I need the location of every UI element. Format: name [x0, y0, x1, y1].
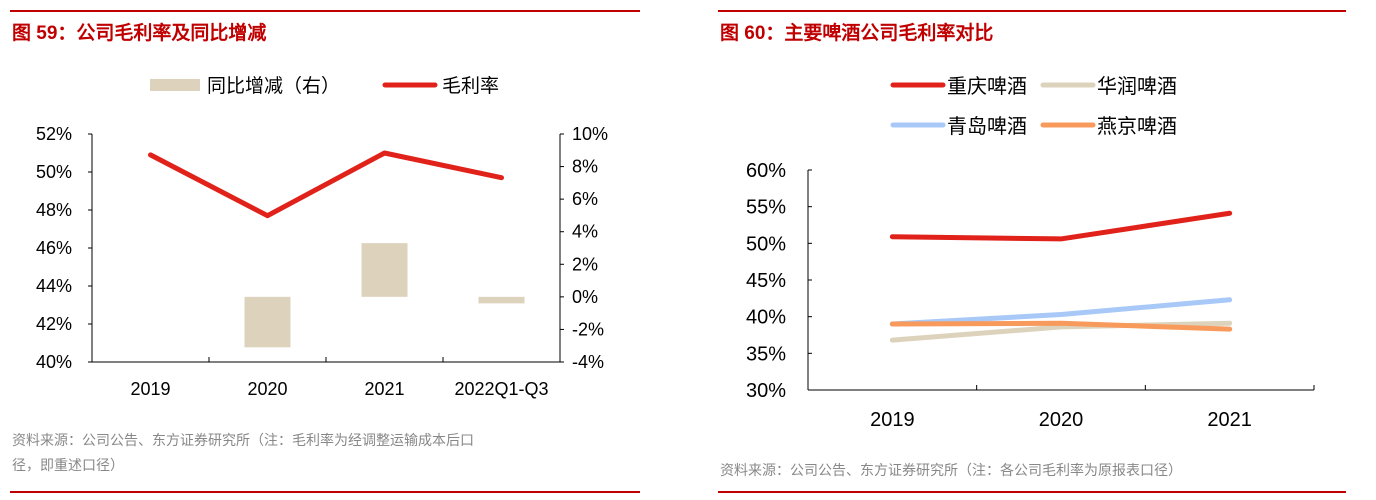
y-left-tick-label: 46% — [36, 238, 72, 258]
x-tick-label: 2020 — [247, 379, 287, 399]
y-left-tick-label: 40% — [36, 352, 72, 372]
legend-bar-label: 同比增减（右） — [207, 75, 340, 97]
line-gross-margin — [148, 150, 504, 219]
source-line-2: 径，即重述口径） — [12, 457, 124, 473]
chart-panel-60: 图 60：主要啤酒公司毛利率对比 资料来源：公司公告、东方证券研究所（注：各公司… — [718, 0, 1346, 500]
bottom-rule — [718, 491, 1346, 493]
chart-panel-59: 图 59：公司毛利率及同比增减 资料来源：公司公告、东方证券研究所（注：毛利率为… — [10, 0, 640, 500]
line-青岛啤酒 — [889, 297, 1233, 327]
y-tick-label: 40% — [746, 307, 786, 329]
source-note: 资料来源：公司公告、东方证券研究所（注：各公司毛利率为原报表口径） — [720, 458, 1182, 483]
source-line-1: 资料来源：公司公告、东方证券研究所（注：毛利率为经调整运输成本后口 — [12, 432, 474, 448]
top-rule — [10, 10, 640, 12]
y-right-tick-label: 2% — [572, 254, 598, 274]
y-right-tick-label: 4% — [572, 222, 598, 242]
y-right-tick-label: 0% — [572, 287, 598, 307]
x-tick-label: 2020 — [1039, 409, 1084, 431]
bar-2022Q1-Q3 — [478, 296, 525, 304]
y-left-tick-label: 42% — [36, 314, 72, 334]
legend-label: 重庆啤酒 — [947, 75, 1027, 98]
x-tick-label: 2021 — [1207, 409, 1252, 431]
legend-label: 燕京啤酒 — [1097, 115, 1177, 138]
y-right-tick-label: 10% — [572, 124, 608, 144]
y-tick-label: 50% — [746, 233, 786, 255]
bar-2020 — [244, 296, 291, 348]
y-right-tick-label: 6% — [572, 189, 598, 209]
y-left-tick-label: 50% — [36, 162, 72, 182]
y-tick-label: 35% — [746, 343, 786, 365]
source-note: 资料来源：公司公告、东方证券研究所（注：毛利率为经调整运输成本后口 径，即重述口… — [12, 428, 474, 478]
y-right-tick-label: 8% — [572, 157, 598, 177]
legend-line-label: 毛利率 — [442, 75, 499, 97]
line-燕京啤酒 — [889, 320, 1233, 332]
legend-label: 华润啤酒 — [1097, 75, 1177, 98]
source-line-1: 资料来源：公司公告、东方证券研究所（注：各公司毛利率为原报表口径） — [720, 462, 1182, 478]
y-left-tick-label: 44% — [36, 276, 72, 296]
chart-title: 图 60：主要啤酒公司毛利率对比 — [720, 23, 994, 44]
y-tick-label: 30% — [746, 380, 786, 402]
y-tick-label: 55% — [746, 197, 786, 219]
line-华润啤酒 — [889, 320, 1233, 343]
chart-title: 图 59：公司毛利率及同比增减 — [12, 23, 267, 44]
y-left-tick-label: 48% — [36, 200, 72, 220]
bar-2021 — [361, 243, 408, 297]
y-tick-label: 60% — [746, 160, 786, 182]
x-tick-label: 2019 — [870, 409, 915, 431]
x-tick-label: 2022Q1-Q3 — [454, 379, 548, 399]
y-left-tick-label: 52% — [36, 124, 72, 144]
legend-bar-swatch — [150, 79, 200, 91]
x-tick-label: 2021 — [364, 379, 404, 399]
line-重庆啤酒 — [889, 210, 1233, 242]
y-right-tick-label: -2% — [572, 319, 604, 339]
legend-label: 青岛啤酒 — [947, 115, 1027, 138]
y-right-tick-label: -4% — [572, 352, 604, 372]
bottom-rule — [10, 491, 640, 493]
x-tick-label: 2019 — [130, 379, 170, 399]
top-rule — [718, 10, 1346, 12]
y-tick-label: 45% — [746, 270, 786, 292]
